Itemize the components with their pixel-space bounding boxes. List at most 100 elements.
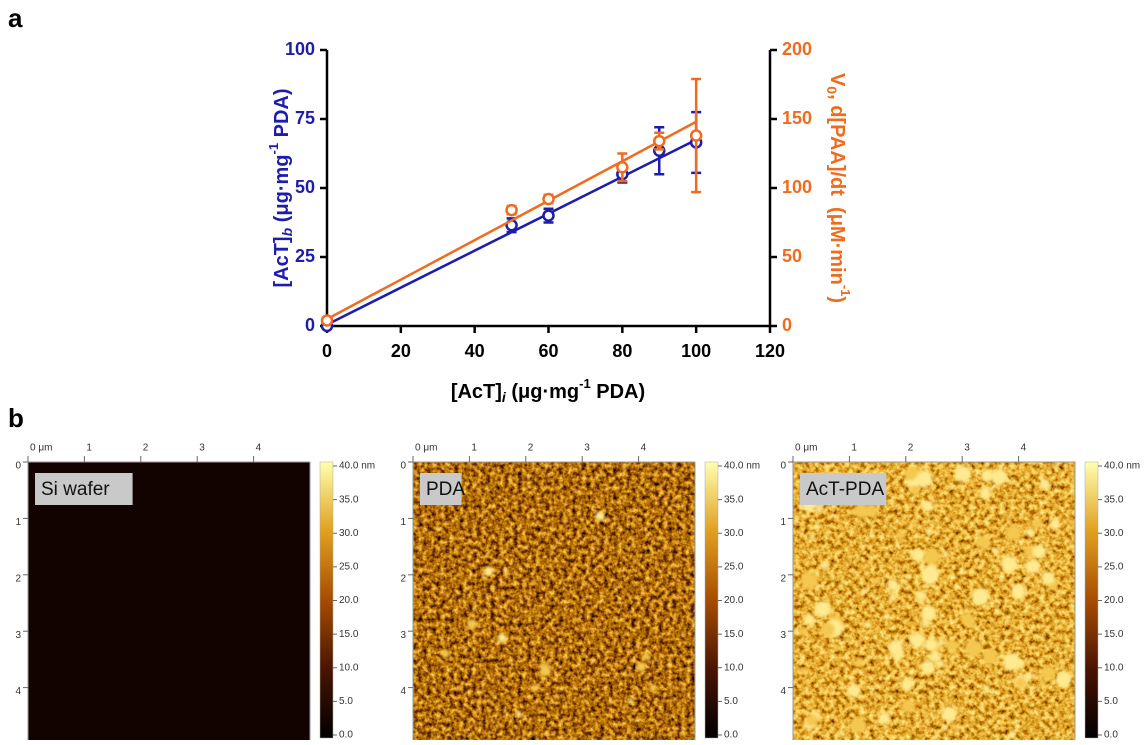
afm-x-tick-label: 1 bbox=[851, 443, 857, 454]
afm-surface bbox=[793, 462, 1075, 744]
label-part: PDA) bbox=[591, 381, 645, 403]
colorbar bbox=[1084, 461, 1099, 739]
afm-x-tick-label: 1 bbox=[86, 443, 92, 454]
y-tick-label: 50 bbox=[295, 177, 315, 197]
colorbar-tick-label: 40.0 nm bbox=[1104, 461, 1140, 472]
colorbar-tick-label: 5.0 bbox=[724, 696, 738, 707]
afm-x-tick-label: 4 bbox=[1021, 443, 1027, 454]
colorbar-tick-label: 0.0 bbox=[724, 730, 738, 740]
afm-feature bbox=[636, 661, 646, 672]
afm-feature bbox=[649, 684, 658, 692]
data-point bbox=[542, 192, 555, 206]
afm-feature bbox=[441, 649, 450, 659]
afm-feature bbox=[937, 638, 946, 646]
image-label-box bbox=[420, 473, 462, 505]
panel-label: b bbox=[8, 403, 24, 433]
afm-feature bbox=[920, 605, 937, 621]
afm-feature bbox=[800, 571, 819, 590]
label-part: [AcT] bbox=[271, 236, 293, 287]
afm-image: 0 μm 1 2 3 4 0 1 2 3 4 40.0 nm 35.0 30.0 25.0 20.0 15.0… bbox=[15, 443, 375, 745]
x-tick-label: 60 bbox=[538, 341, 558, 361]
afm-feature bbox=[497, 633, 507, 643]
colorbar-tick-label: 10.0 bbox=[724, 662, 744, 673]
y2-tick-label: 200 bbox=[782, 39, 812, 59]
afm-feature bbox=[889, 593, 897, 601]
afm-x-tick-label: 0 μm bbox=[795, 443, 817, 454]
afm-y-tick-label: 2 bbox=[15, 573, 21, 584]
colorbar-tick-label: 35.0 bbox=[724, 494, 744, 505]
colorbar-tick-label: 30.0 bbox=[1104, 528, 1124, 539]
y-tick-label: 100 bbox=[285, 39, 315, 59]
afm-feature bbox=[929, 650, 941, 663]
afm-feature bbox=[864, 503, 878, 517]
colorbar bbox=[704, 461, 719, 739]
x-tick-label: 20 bbox=[391, 341, 411, 361]
colorbar-tick-label: 15.0 bbox=[339, 629, 359, 640]
afm-y-tick-label: 2 bbox=[780, 573, 786, 584]
colorbar-tick-label: 5.0 bbox=[1104, 696, 1118, 707]
afm-y-tick-label: 4 bbox=[15, 686, 21, 697]
afm-feature bbox=[799, 667, 807, 674]
afm-feature bbox=[979, 486, 992, 499]
image-label-box bbox=[800, 473, 887, 505]
y-tick-label: 75 bbox=[295, 108, 315, 128]
afm-feature bbox=[909, 632, 925, 648]
label-part: (μg·mg bbox=[271, 155, 293, 228]
afm-y-tick-label: 3 bbox=[15, 630, 21, 641]
afm-feature bbox=[896, 530, 906, 540]
label-part: i bbox=[502, 389, 507, 405]
afm-feature bbox=[901, 699, 915, 712]
fit-line bbox=[326, 120, 697, 321]
colorbar-tick-label: 35.0 bbox=[1104, 494, 1124, 505]
afm-image: 0 μm 1 2 3 4 0 1 2 3 4 40.0 nm 35.0 30.0 25.0 20.0 15.0… bbox=[400, 443, 760, 745]
label-part: -1 bbox=[579, 376, 591, 391]
afm-y-tick-label: 1 bbox=[15, 517, 21, 528]
afm-feature bbox=[515, 711, 523, 718]
label-part: V bbox=[826, 73, 848, 87]
y2-tick-label: 100 bbox=[782, 177, 812, 197]
colorbar-tick-label: 20.0 bbox=[724, 595, 744, 606]
afm-feature bbox=[964, 616, 976, 628]
data-point bbox=[616, 161, 629, 174]
x-tick-label: 100 bbox=[681, 341, 711, 361]
afm-feature bbox=[846, 683, 861, 698]
afm-feature bbox=[1023, 545, 1036, 558]
colorbar-tick-label: 0.0 bbox=[1104, 730, 1118, 740]
image-label: PDA bbox=[426, 479, 465, 500]
afm-feature bbox=[642, 652, 651, 661]
afm-feature bbox=[849, 716, 867, 734]
afm-feature bbox=[1039, 478, 1051, 490]
afm-feature bbox=[921, 501, 930, 510]
x-tick-label: 80 bbox=[612, 341, 632, 361]
colorbar-tick-label: 25.0 bbox=[1104, 562, 1124, 573]
afm-feature bbox=[1025, 528, 1035, 537]
colorbar-tick-label: 15.0 bbox=[1104, 629, 1124, 640]
label-part: b bbox=[279, 227, 295, 236]
scatter-chart: [AcT]i (μg·mg-1 PDA) [AcT]b (μg·mg-1 PDA… bbox=[266, 39, 852, 405]
afm-y-tick-label: 2 bbox=[400, 573, 406, 584]
colorbar-tick-label: 40.0 nm bbox=[724, 461, 760, 472]
afm-feature bbox=[870, 550, 875, 556]
afm-feature bbox=[871, 577, 880, 586]
afm-feature bbox=[539, 664, 552, 677]
y-tick-label: 25 bbox=[295, 246, 315, 266]
colorbar bbox=[319, 461, 334, 739]
afm-feature bbox=[878, 712, 891, 725]
afm-feature bbox=[954, 465, 972, 483]
afm-feature bbox=[921, 564, 940, 583]
afm-feature bbox=[971, 588, 990, 606]
afm-feature bbox=[888, 639, 904, 656]
x-tick-label: 120 bbox=[755, 341, 785, 361]
colorbar-tick-label: 30.0 bbox=[724, 528, 744, 539]
afm-feature bbox=[483, 566, 494, 577]
afm-feature bbox=[942, 551, 949, 558]
afm-feature bbox=[863, 587, 869, 594]
afm-feature bbox=[853, 503, 869, 519]
data-point bbox=[689, 129, 703, 142]
label-part: 0 bbox=[824, 86, 840, 94]
afm-y-tick-label: 3 bbox=[400, 630, 406, 641]
afm-x-tick-label: 0 μm bbox=[30, 443, 52, 454]
label-part: [AcT] bbox=[451, 381, 502, 403]
afm-feature bbox=[805, 714, 818, 727]
